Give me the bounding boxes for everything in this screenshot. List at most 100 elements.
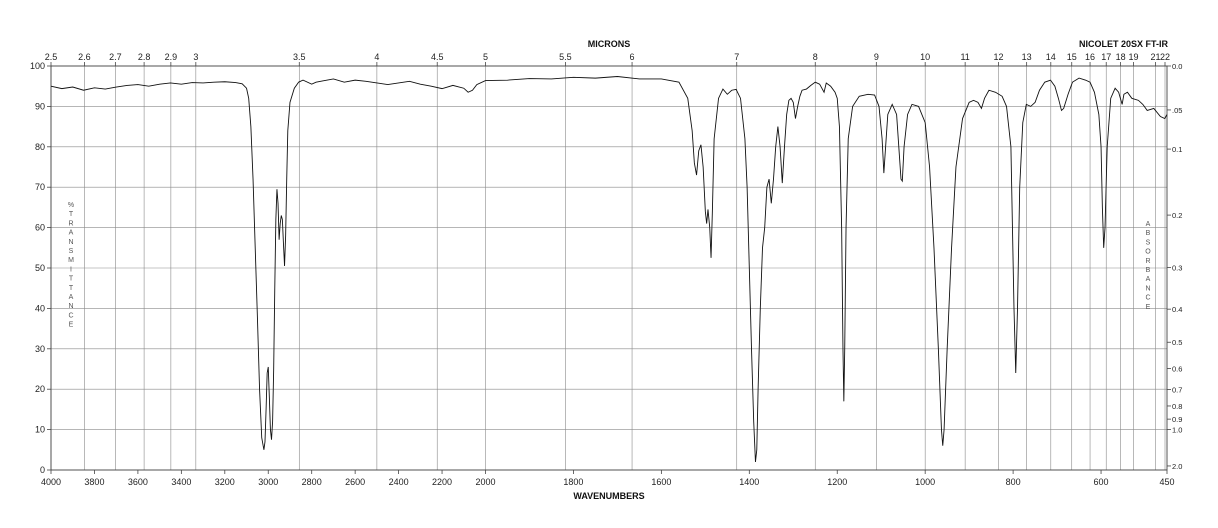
transmittance-tick-label: 50 [35,263,45,273]
top-axis-title: MICRONS [588,39,631,49]
micron-tick-label: 17 [1101,52,1111,62]
absorbance-tick-label: 0.0 [1172,62,1182,71]
axis-title-letter: R [1145,258,1150,265]
wavenumber-tick-label: 3000 [258,477,278,487]
transmittance-tick-label: 40 [35,303,45,313]
wavenumber-tick-label: 1600 [651,477,671,487]
micron-tick-label: 18 [1116,52,1126,62]
micron-tick-label: 14 [1046,52,1056,62]
micron-tick-label: 3.5 [293,52,306,62]
micron-tick-label: 2.9 [165,52,178,62]
wavenumber-tick-label: 2800 [302,477,322,487]
axis-title-letter: O [1145,249,1151,256]
axis-title-letter: S [69,248,74,255]
wavenumber-tick-label: 4000 [41,477,61,487]
transmittance-tick-label: 100 [30,61,45,71]
wavenumber-tick-label: 800 [1006,477,1021,487]
axis-title-letter: A [1146,276,1151,283]
axis-title-letter: T [69,276,74,283]
axis-title-letter: R [68,220,73,227]
wavenumber-tick-label: 2200 [432,477,452,487]
absorbance-tick-label: 1.0 [1172,426,1182,435]
micron-tick-label: 4 [374,52,379,62]
axis-title-letter: N [1145,285,1150,292]
axis-title-letter: A [69,230,74,237]
axis-title-letter: A [1146,221,1151,228]
micron-axis: 2.5 2.6 2.7 2.8 2.9 3 3.5 4 4.5 5 5.5 6 7 8 9 10 11 12 13 1… [45,52,1170,66]
axis-title-letter: S [1146,239,1151,246]
micron-tick-label: 22 [1160,52,1170,62]
micron-tick-label: 5 [483,52,488,62]
micron-tick-label: 12 [993,52,1003,62]
gridlines [50,65,1167,471]
micron-tick-label: 11 [960,52,969,62]
micron-tick-label: 6 [630,52,635,62]
micron-tick-label: 7 [734,52,739,62]
axis-title-letter: E [1146,304,1151,311]
micron-tick-label: 10 [920,52,930,62]
absorbance-tick-label: 2.0 [1172,462,1182,471]
axis-title-letter: C [1145,295,1150,302]
micron-tick-label: 8 [813,52,818,62]
axis-title-letter: N [68,303,73,310]
axis-title-letter: B [1146,230,1151,237]
axis-title-letter: N [68,239,73,246]
wavenumber-tick-label: 2600 [345,477,365,487]
absorbance-tick-label: .05 [1172,106,1182,115]
transmittance-tick-label: 90 [35,101,45,111]
transmittance-tick-label: 20 [35,384,45,394]
absorbance-tick-label: 0.9 [1172,415,1182,424]
instrument-label: NICOLET 20SX FT-IR [1079,39,1169,49]
axis-title-letter: C [68,312,73,319]
wavenumber-tick-label: 1400 [739,477,759,487]
wavenumber-tick-label: 2000 [475,477,495,487]
wavenumber-tick-label: 2400 [389,477,409,487]
bottom-axis-title: WAVENUMBERS [573,491,644,501]
transmittance-tick-label: 0 [40,465,45,475]
axis-title-letter: B [1146,267,1151,274]
micron-tick-label: 2.6 [78,52,91,62]
absorbance-tick-label: 0.3 [1172,264,1182,273]
wavenumber-axis: 4000 3800 3600 3400 3200 3000 2800 2600 2400 2200… [41,470,1175,487]
absorbance-tick-label: 0.4 [1172,305,1182,314]
transmittance-axis: 0 10 20 30 40 50 60 70 80 90 100 [30,61,51,475]
absorbance-tick-label: 0.7 [1172,385,1182,394]
wavenumber-tick-label: 3200 [215,477,235,487]
transmittance-tick-label: 60 [35,223,45,233]
micron-tick-label: 9 [874,52,879,62]
micron-tick-label: 13 [1022,52,1032,62]
transmittance-tick-label: 30 [35,344,45,354]
micron-tick-label: 2.8 [138,52,151,62]
transmittance-tick-label: 10 [35,425,45,435]
micron-tick-label: 4.5 [431,52,444,62]
micron-tick-label: 15 [1067,52,1077,62]
absorbance-tick-label: 0.6 [1172,365,1182,374]
wavenumber-tick-label: 3800 [84,477,104,487]
wavenumber-tick-label: 3400 [171,477,191,487]
micron-tick-label: 19 [1128,52,1138,62]
wavenumber-tick-label: 3600 [128,477,148,487]
axis-title-letter: A [69,294,74,301]
transmittance-tick-label: 70 [35,182,45,192]
micron-tick-label: 3 [193,52,198,62]
axis-title-letter: I [70,266,72,273]
micron-tick-label: 2.5 [45,52,58,62]
wavenumber-tick-label: 450 [1159,477,1174,487]
spectrum-line [50,76,1168,462]
micron-tick-label: 16 [1085,52,1095,62]
micron-tick-label: 5.5 [559,52,572,62]
axis-title-letter: E [69,322,74,329]
wavenumber-tick-label: 1200 [827,477,847,487]
wavenumber-tick-label: 1000 [915,477,935,487]
absorbance-tick-label: 0.2 [1172,211,1182,220]
wavenumber-tick-label: 1800 [563,477,583,487]
absorbance-tick-label: 0.5 [1172,338,1182,347]
micron-tick-label: 21 [1150,52,1160,62]
absorbance-axis: 0.0 .05 0.1 0.2 0.3 0.4 0.5 0.6 0.7 0.8 0.9 1.0 2.0 [1167,62,1182,471]
axis-title-letter: T [69,285,74,292]
axis-title-letter: T [69,211,74,218]
axis-title-letter: M [68,257,74,264]
